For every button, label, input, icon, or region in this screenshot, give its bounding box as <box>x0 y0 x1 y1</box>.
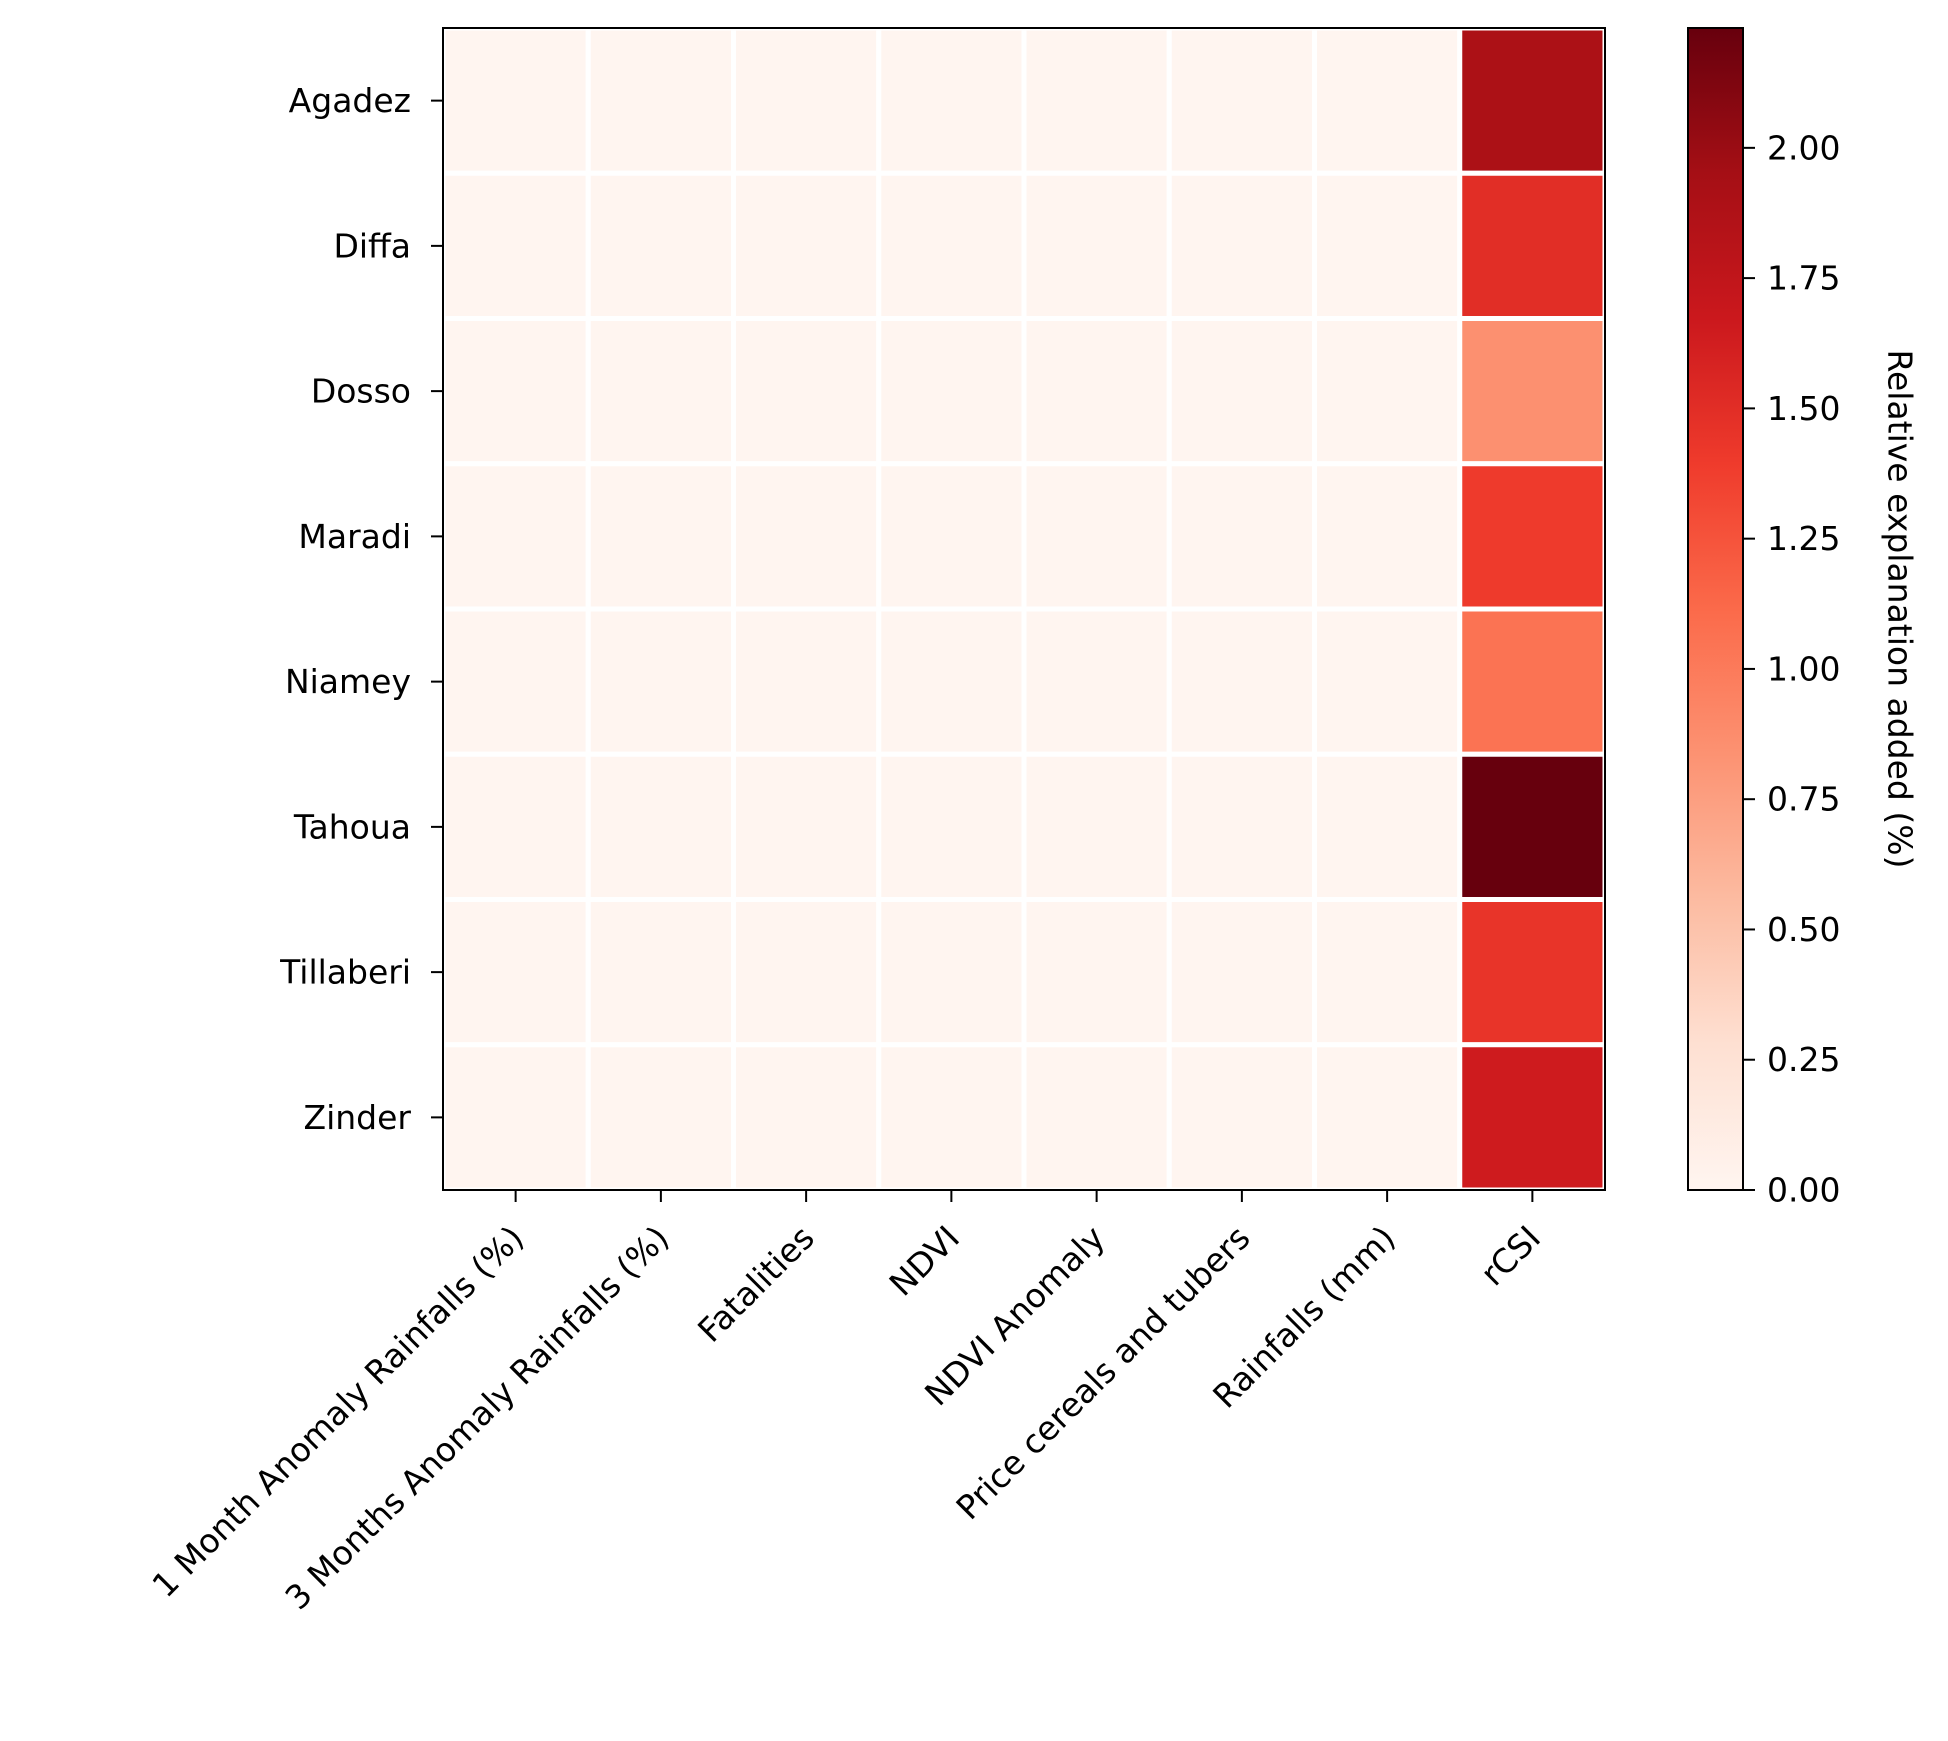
heatmap-cell <box>1021 1042 1172 1193</box>
heatmap-cell <box>1312 461 1463 612</box>
heatmap-cell <box>1457 751 1608 902</box>
heatmap-cell <box>585 897 736 1048</box>
y-axis: Agadez Diffa Dosso Maradi Niamey Tahoua Tillab… <box>279 81 443 1137</box>
colorbar: 0.00 0.25 0.50 0.75 1.00 1.25 1.50 1.75 2.00 Rela… <box>1687 27 1920 1210</box>
heatmap-cell <box>731 170 882 321</box>
colorbar-tick-label: 1.00 <box>1767 649 1840 688</box>
heatmap-cell <box>876 751 1027 902</box>
heatmap-cell <box>1312 316 1463 467</box>
heatmap-cell <box>1457 25 1608 176</box>
heatmap-cell <box>1457 170 1608 321</box>
heatmap-cell <box>585 25 736 176</box>
heatmap-cell <box>731 25 882 176</box>
heatmap-cell <box>585 316 736 467</box>
heatmap-cell <box>585 461 736 612</box>
heatmap-cell <box>440 316 591 467</box>
heatmap-cell <box>1312 25 1463 176</box>
heatmap-cell <box>1166 461 1317 612</box>
heatmap-cell <box>1312 897 1463 1048</box>
heatmap-cell <box>440 25 591 176</box>
heatmap-cell <box>876 461 1027 612</box>
heatmap-cell <box>1312 1042 1463 1193</box>
heatmap-cell <box>876 170 1027 321</box>
y-tick-label: Agadez <box>289 81 411 120</box>
heatmap-cell <box>1312 606 1463 757</box>
colorbar-tick-label: 0.25 <box>1767 1040 1840 1079</box>
colorbar-tick-label: 2.00 <box>1767 128 1840 167</box>
plot-frame <box>442 27 1606 1191</box>
x-axis: 1 Month Anomaly Rainfalls (%)3 Months An… <box>144 1190 1548 1617</box>
colorbar-tick-label: 1.50 <box>1767 389 1840 428</box>
heatmap-cell <box>1021 316 1172 467</box>
heatmap-cell <box>731 606 882 757</box>
y-tick-label: Tillaberi <box>279 953 411 992</box>
heatmap-cell <box>1021 461 1172 612</box>
heatmap-cell <box>731 751 882 902</box>
heatmap-cell <box>585 751 736 902</box>
heatmap-cell <box>876 897 1027 1048</box>
heatmap-cell <box>1457 606 1608 757</box>
colorbar-tick-label: 0.50 <box>1767 910 1840 949</box>
heatmap-cell <box>1021 897 1172 1048</box>
x-tick-label: Fatalities <box>690 1218 822 1350</box>
heatmap-cell <box>585 606 736 757</box>
x-tick-label: NDVI <box>882 1218 967 1303</box>
plot-area <box>440 25 1608 1193</box>
heatmap-cell <box>876 606 1027 757</box>
heatmap-cell <box>1021 170 1172 321</box>
y-tick-label: Diffa <box>333 226 411 265</box>
heatmap-cell <box>1457 316 1608 467</box>
heatmap-cell <box>440 897 591 1048</box>
heatmap-cell <box>1312 751 1463 902</box>
heatmap-cell <box>1166 1042 1317 1193</box>
heatmap-cell <box>876 1042 1027 1193</box>
x-tick-label: Price cereals and tubers <box>948 1218 1257 1527</box>
heatmap-cell <box>440 170 591 321</box>
y-tick-label: Niamey <box>285 662 411 701</box>
heatmap-cell <box>876 25 1027 176</box>
heatmap-cell <box>1457 461 1608 612</box>
colorbar-tick-label: 0.00 <box>1767 1171 1840 1210</box>
colorbar-tick-label: 1.75 <box>1767 259 1840 298</box>
heatmap-cell <box>1021 25 1172 176</box>
heatmap-cell <box>731 461 882 612</box>
y-tick-label: Zinder <box>303 1098 411 1137</box>
heatmap-cell <box>1166 170 1317 321</box>
heatmap-cell <box>1166 316 1317 467</box>
colorbar-label: Relative explanation added (%) <box>1881 350 1920 869</box>
heatmap-cell <box>731 1042 882 1193</box>
heatmap-cell <box>1166 751 1317 902</box>
heatmap-cell <box>585 1042 736 1193</box>
heatmap-cell <box>1021 751 1172 902</box>
colorbar-tick-label: 1.25 <box>1767 519 1840 558</box>
heatmap-cell <box>876 316 1027 467</box>
heatmap-cell <box>440 1042 591 1193</box>
heatmap-cell <box>1166 897 1317 1048</box>
heatmap-cell <box>440 751 591 902</box>
heatmap-cell <box>1457 1042 1608 1193</box>
heatmap-cell <box>1312 170 1463 321</box>
y-tick-label: Dosso <box>311 372 411 411</box>
heatmap-cell <box>1166 606 1317 757</box>
heatmap-cell <box>1021 606 1172 757</box>
y-tick-label: Tahoua <box>293 807 411 846</box>
heatmap-cell <box>440 606 591 757</box>
heatmap-cell <box>1457 897 1608 1048</box>
heatmap-cell <box>585 170 736 321</box>
heatmap-cell <box>440 461 591 612</box>
colorbar-tick-label: 0.75 <box>1767 780 1840 819</box>
x-tick-label: rCSI <box>1473 1218 1548 1293</box>
heatmap-cell <box>731 316 882 467</box>
heatmap-cell <box>1166 25 1317 176</box>
colorbar-gradient <box>1687 27 1744 1191</box>
heatmap-cell <box>731 897 882 1048</box>
y-tick-label: Maradi <box>298 517 411 556</box>
